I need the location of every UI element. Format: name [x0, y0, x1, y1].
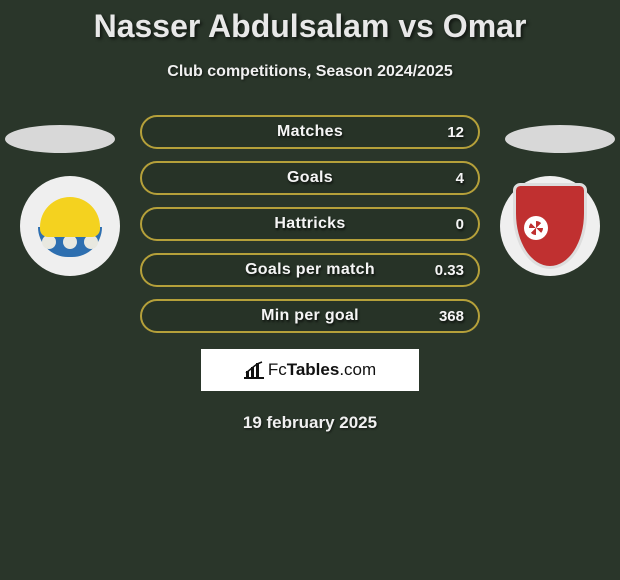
stats-container: Matches 12 Goals 4 Hattricks 0 Goals per…: [140, 115, 480, 333]
stat-label: Min per goal: [142, 307, 478, 325]
date-text: 19 february 2025: [0, 413, 620, 433]
stat-value: 368: [439, 308, 464, 325]
brand-text: FcTables.com: [268, 360, 376, 380]
stat-label: Hattricks: [142, 215, 478, 233]
stat-row-goals-per-match: Goals per match 0.33: [140, 253, 480, 287]
stat-value: 0: [456, 216, 464, 233]
crest-left-graphic: [35, 191, 105, 261]
brand-com: .com: [339, 360, 376, 379]
page-subtitle: Club competitions, Season 2024/2025: [0, 63, 620, 81]
stat-value: 4: [456, 170, 464, 187]
stat-row-goals: Goals 4: [140, 161, 480, 195]
stat-label: Goals: [142, 169, 478, 187]
player-marker-right: [505, 125, 615, 153]
stat-value: 12: [447, 124, 464, 141]
stat-label: Goals per match: [142, 261, 478, 279]
page-title: Nasser Abdulsalam vs Omar: [0, 0, 620, 45]
brand-fc: Fc: [268, 360, 287, 379]
brand-tables: Tables: [287, 360, 340, 379]
crest-right-graphic: [513, 183, 587, 269]
stat-row-hattricks: Hattricks 0: [140, 207, 480, 241]
stat-row-min-per-goal: Min per goal 368: [140, 299, 480, 333]
stat-value: 0.33: [435, 262, 464, 279]
player-marker-left: [5, 125, 115, 153]
stat-row-matches: Matches 12: [140, 115, 480, 149]
club-crest-left: [20, 176, 120, 276]
brand-badge: FcTables.com: [201, 349, 419, 391]
club-crest-right: [500, 176, 600, 276]
stat-label: Matches: [142, 123, 478, 141]
chart-icon: [244, 361, 264, 379]
